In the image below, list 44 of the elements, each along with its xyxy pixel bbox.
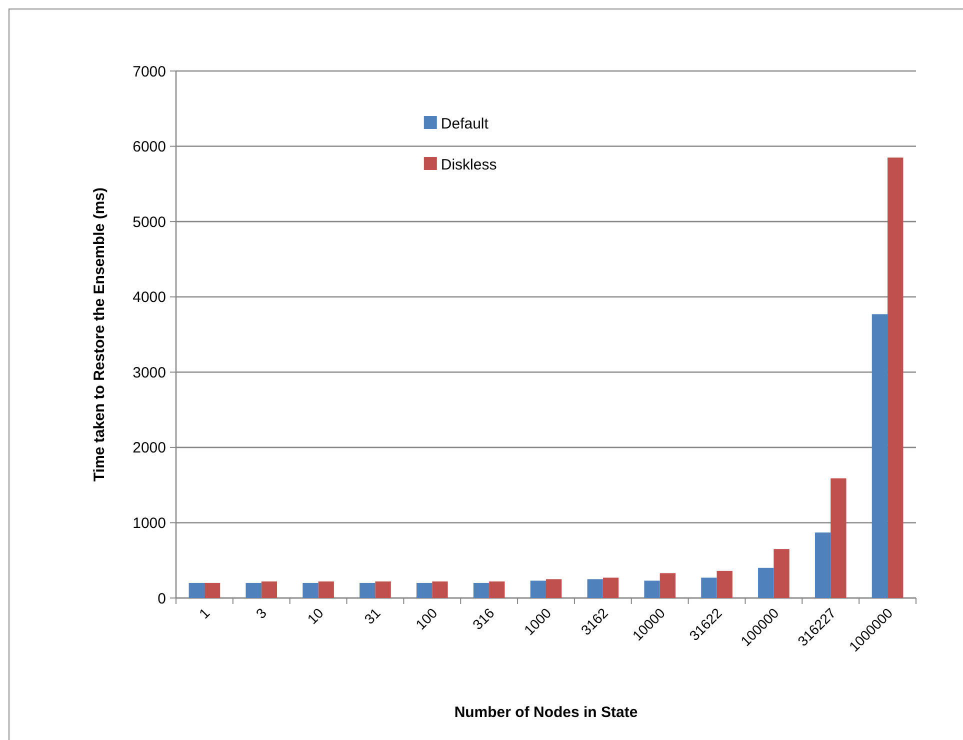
- bar: [587, 579, 603, 598]
- y-axis-title: Time taken to Restore the Ensemble (ms): [91, 188, 108, 482]
- y-tick-label: 1000: [132, 514, 166, 532]
- bar: [246, 582, 262, 598]
- y-tick-label: 4000: [132, 289, 166, 306]
- x-tick-label: 10: [304, 604, 327, 628]
- bar: [188, 582, 204, 598]
- bar: [432, 581, 448, 598]
- y-tick-label: 7000: [132, 63, 166, 80]
- bar: [701, 578, 717, 598]
- bar: [546, 579, 562, 598]
- bar: [261, 581, 278, 598]
- y-tick-label: 2000: [132, 440, 166, 457]
- bar: [814, 532, 831, 598]
- bar: [830, 478, 846, 598]
- legend-label: Default: [440, 115, 490, 132]
- y-tick-label: 5000: [132, 214, 166, 231]
- x-axis-title: Number of Nodes in State: [454, 704, 638, 721]
- bar: [774, 549, 790, 598]
- y-tick-label: 3000: [132, 364, 166, 382]
- bar: [716, 570, 732, 598]
- bar: [644, 580, 660, 598]
- bar: [758, 568, 774, 598]
- bar: [602, 578, 619, 598]
- x-tick-label: 1: [196, 604, 213, 622]
- bar: [473, 582, 490, 598]
- bar: [204, 582, 220, 598]
- y-tick-label: 6000: [132, 138, 166, 156]
- bar: [360, 582, 376, 598]
- legend-label: Diskless: [440, 156, 497, 174]
- bar: [489, 581, 505, 598]
- x-tick-label: 316: [469, 604, 498, 633]
- bar: [318, 581, 334, 598]
- x-tick-label: 31: [361, 604, 384, 628]
- x-tick-label: 3: [252, 604, 270, 622]
- bar: [530, 580, 546, 598]
- y-tick-label: 0: [158, 590, 166, 608]
- bar: [375, 581, 391, 598]
- bar: [302, 582, 318, 598]
- bar: [416, 582, 432, 598]
- bar: [872, 314, 888, 598]
- bar: [660, 573, 676, 598]
- x-tick-label: 100: [412, 604, 440, 633]
- bar: [888, 158, 904, 598]
